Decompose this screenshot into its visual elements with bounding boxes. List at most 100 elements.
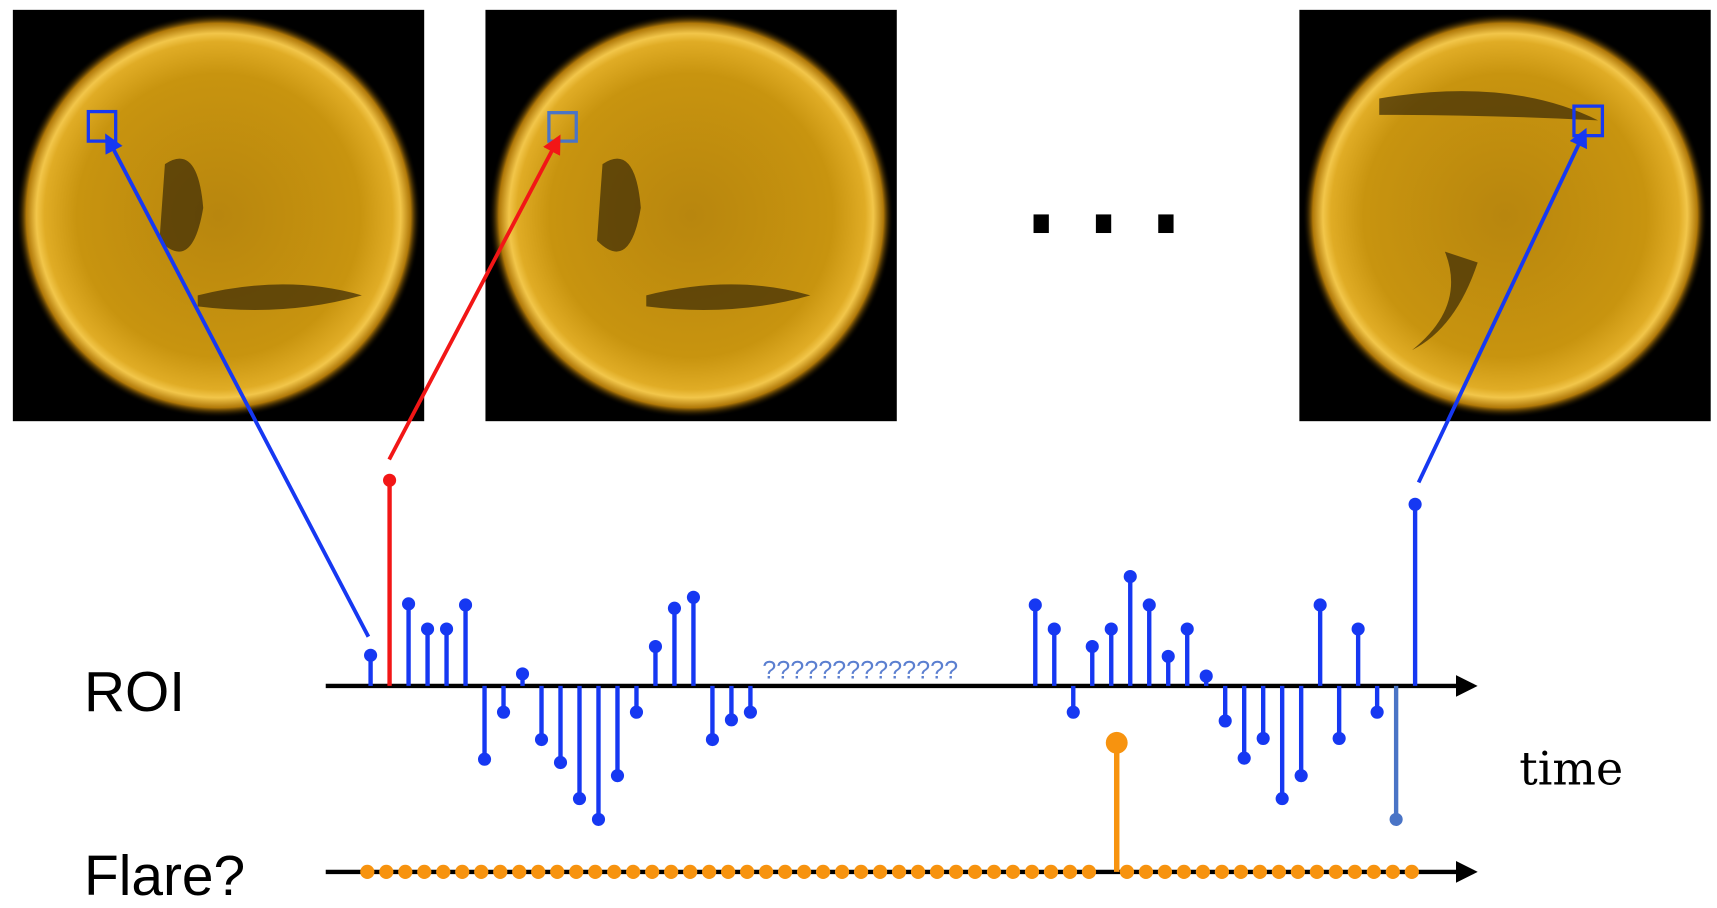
roi-marker	[1029, 598, 1042, 611]
flare-marker	[664, 865, 678, 879]
sun-image	[485, 10, 896, 421]
flare-marker	[816, 865, 830, 879]
roi-marker	[497, 706, 510, 719]
roi-marker	[1238, 752, 1251, 765]
roi-marker	[1276, 792, 1289, 805]
flare-marker	[360, 865, 374, 879]
flare-marker	[436, 865, 450, 879]
roi-marker	[1371, 706, 1384, 719]
flare-marker	[1025, 865, 1039, 879]
roi-marker	[402, 597, 415, 610]
flare-marker	[417, 865, 431, 879]
flare-marker	[398, 865, 412, 879]
page: ROI Flare? time ?????????????? (() => { …	[0, 0, 1717, 908]
flare-marker	[1310, 865, 1324, 879]
roi-marker	[421, 622, 434, 635]
flare-marker	[569, 865, 583, 879]
roi-marker	[1048, 622, 1061, 635]
flare-marker	[512, 865, 526, 879]
flare-marker	[892, 865, 906, 879]
flare-marker	[588, 865, 602, 879]
flare-marker	[1196, 865, 1210, 879]
diagram: ROI Flare? time ??????????????	[0, 0, 1717, 908]
roi-marker	[1333, 732, 1346, 745]
roi-marker	[1067, 706, 1080, 719]
flare-marker	[645, 865, 659, 879]
flare-marker	[1405, 865, 1419, 879]
flare-marker	[1082, 865, 1096, 879]
flare-marker	[911, 865, 925, 879]
flare-marker	[626, 865, 640, 879]
roi-marker	[440, 622, 453, 635]
flare-marker	[607, 865, 621, 879]
roi-marker	[744, 706, 757, 719]
roi-marker	[478, 753, 491, 766]
roi-marker	[630, 706, 643, 719]
flare-marker	[835, 865, 849, 879]
roi-marker	[649, 640, 662, 653]
flare-marker	[1106, 732, 1128, 754]
roi-marker	[1162, 650, 1175, 663]
flare-marker	[1044, 865, 1058, 879]
roi-marker	[687, 591, 700, 604]
flare-marker	[740, 865, 754, 879]
flare-marker	[1386, 865, 1400, 879]
flare-marker	[1177, 865, 1191, 879]
roi-marker	[1409, 498, 1422, 511]
roi-marker	[1352, 622, 1365, 635]
roi-marker	[1390, 813, 1403, 826]
flare-marker	[702, 865, 716, 879]
flare-marker	[968, 865, 982, 879]
flare-marker	[930, 865, 944, 879]
roi-marker	[1105, 622, 1118, 635]
flare-label: Flare?	[84, 845, 245, 908]
flare-marker	[873, 865, 887, 879]
flare-marker	[1367, 865, 1381, 879]
roi-marker	[1086, 640, 1099, 653]
roi-label: ROI	[84, 661, 185, 724]
sun-image	[13, 10, 424, 421]
roi-marker	[1314, 598, 1327, 611]
flare-marker	[1272, 865, 1286, 879]
roi-marker	[706, 733, 719, 746]
roi-marker	[364, 649, 377, 662]
flare-marker	[531, 865, 545, 879]
flare-marker	[1006, 865, 1020, 879]
flare-marker	[1120, 865, 1134, 879]
roi-marker	[725, 713, 738, 726]
flare-marker	[683, 865, 697, 879]
flare-marker	[1234, 865, 1248, 879]
roi-marker	[554, 756, 567, 769]
roi-marker	[1200, 670, 1213, 683]
roi-marker	[1143, 598, 1156, 611]
ellipsis	[1034, 214, 1174, 233]
roi-marker	[611, 769, 624, 782]
flare-marker	[1329, 865, 1343, 879]
sun-image	[1299, 10, 1710, 421]
flare-marker	[797, 865, 811, 879]
flare-marker	[778, 865, 792, 879]
flare-marker	[1253, 865, 1267, 879]
flare-marker	[949, 865, 963, 879]
flare-marker	[1215, 865, 1229, 879]
roi-marker	[516, 667, 529, 680]
flare-marker	[455, 865, 469, 879]
flare-marker	[1158, 865, 1172, 879]
flare-marker	[1348, 865, 1362, 879]
roi-marker	[573, 792, 586, 805]
unknown-label: ??????????????	[762, 656, 958, 684]
flare-marker	[474, 865, 488, 879]
roi-marker	[1295, 769, 1308, 782]
flare-marker	[987, 865, 1001, 879]
flare-marker	[1063, 865, 1077, 879]
roi-marker	[1124, 570, 1137, 583]
flare-marker	[1139, 865, 1153, 879]
flare-marker	[854, 865, 868, 879]
flare-marker	[721, 865, 735, 879]
flare-marker	[379, 865, 393, 879]
flare-marker	[550, 865, 564, 879]
time-label: time	[1519, 741, 1623, 795]
roi-marker	[1181, 622, 1194, 635]
roi-marker	[592, 813, 605, 826]
roi-marker	[1257, 732, 1270, 745]
